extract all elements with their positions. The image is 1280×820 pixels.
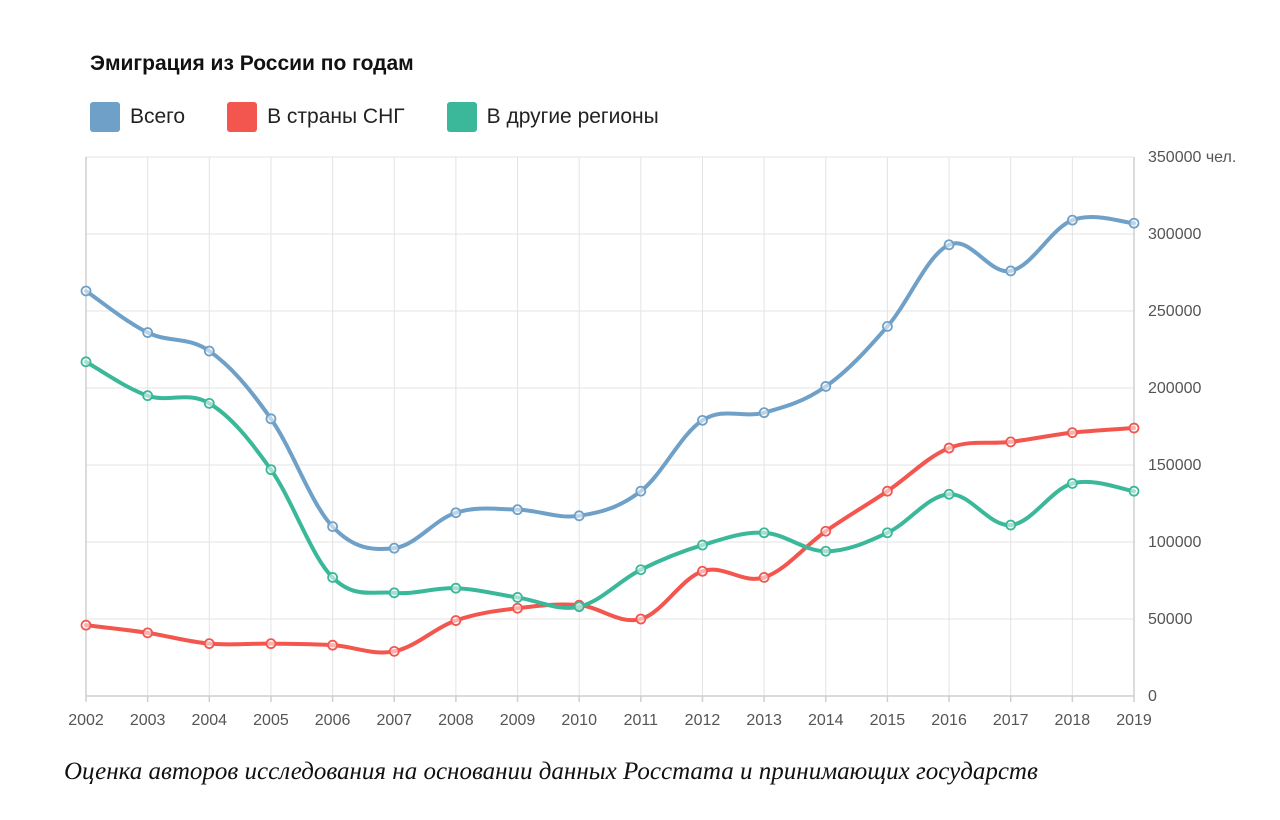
legend-item-total[interactable]: Всего	[90, 102, 185, 132]
data-point-total[interactable]	[758, 407, 770, 419]
data-point-total[interactable]	[512, 504, 523, 516]
x-tick-label: 2008	[438, 712, 474, 729]
data-point-other[interactable]	[512, 592, 523, 603]
data-point-cis[interactable]	[1005, 436, 1017, 448]
data-point-cis[interactable]	[450, 615, 462, 626]
series-line-total	[84, 215, 1136, 552]
x-tick-label: 2019	[1116, 712, 1152, 729]
x-tick-label: 2017	[993, 712, 1029, 729]
legend-swatch-other	[446, 102, 477, 132]
x-tick-label: 2003	[130, 712, 166, 729]
data-point-other[interactable]	[882, 527, 893, 539]
x-tick-label: 2011	[624, 712, 659, 729]
data-point-cis[interactable]	[1128, 422, 1140, 434]
x-tick-label: 2013	[746, 712, 782, 729]
data-point-total[interactable]	[635, 485, 647, 497]
data-point-cis[interactable]	[203, 638, 215, 650]
y-tick-label: 300000	[1148, 226, 1201, 243]
data-point-cis[interactable]	[265, 638, 277, 650]
x-tick-label: 2009	[500, 712, 536, 729]
data-point-other[interactable]	[697, 539, 708, 551]
x-tick-label: 2002	[68, 712, 104, 729]
data-point-total[interactable]	[943, 239, 955, 251]
x-tick-label: 2004	[191, 712, 227, 729]
chart-axes	[85, 157, 1135, 702]
data-point-other[interactable]	[388, 587, 400, 599]
x-tick-label: 2014	[808, 712, 844, 729]
data-point-total[interactable]	[203, 345, 215, 357]
legend-label-other: В другие регионы	[486, 105, 659, 128]
series-line-other	[84, 359, 1136, 610]
data-point-total[interactable]	[388, 542, 400, 554]
data-point-other[interactable]	[758, 527, 770, 539]
data-point-other[interactable]	[265, 464, 277, 476]
data-point-other[interactable]	[573, 601, 585, 613]
data-point-other[interactable]	[142, 390, 154, 402]
data-point-total[interactable]	[265, 413, 277, 425]
y-tick-label: 150000	[1148, 457, 1201, 474]
data-point-other[interactable]	[450, 582, 462, 594]
y-tick-label: 100000	[1148, 534, 1201, 551]
data-point-cis[interactable]	[943, 442, 955, 454]
x-tick-label: 2006	[315, 712, 351, 729]
data-point-other[interactable]	[1128, 485, 1140, 497]
legend-swatch-total	[90, 102, 120, 132]
data-point-cis[interactable]	[820, 525, 832, 537]
data-point-total[interactable]	[327, 521, 338, 532]
x-tick-label: 2016	[931, 712, 967, 729]
data-point-other[interactable]	[1066, 478, 1078, 489]
y-tick-label: 50000	[1148, 611, 1193, 628]
x-tick-label: 2015	[870, 712, 906, 729]
y-tick-label: 250000	[1148, 303, 1201, 320]
legend-swatch-cis	[227, 102, 258, 132]
chart-title: Эмиграция из России по годам	[90, 52, 414, 75]
data-point-cis[interactable]	[388, 645, 400, 657]
data-point-total[interactable]	[1128, 217, 1140, 229]
y-tick-label: 200000	[1148, 380, 1201, 397]
data-point-total[interactable]	[1005, 265, 1017, 277]
data-point-cis[interactable]	[882, 485, 893, 497]
data-point-cis[interactable]	[512, 602, 523, 614]
x-tick-label: 2005	[253, 712, 289, 729]
data-point-total[interactable]	[1066, 214, 1078, 226]
data-point-cis[interactable]	[1066, 427, 1078, 439]
data-point-other[interactable]	[80, 356, 92, 368]
legend-label-cis: В страны СНГ	[267, 105, 405, 128]
data-point-other[interactable]	[820, 545, 832, 557]
chart-legend: Всего В страны СНГ В другие регионы	[90, 102, 701, 132]
x-tick-label: 2018	[1055, 712, 1091, 729]
y-tick-label: 350000 чел.	[1148, 149, 1236, 166]
y-tick-label: 0	[1148, 688, 1157, 705]
legend-item-other[interactable]: В другие регионы	[446, 102, 659, 132]
data-point-other[interactable]	[635, 564, 647, 576]
data-point-other[interactable]	[327, 572, 338, 583]
chart-caption: Оценка авторов исследования на основании…	[64, 758, 1038, 785]
x-tick-label: 2012	[685, 712, 721, 729]
data-point-cis[interactable]	[80, 619, 92, 631]
data-point-other[interactable]	[1005, 519, 1017, 531]
data-point-cis[interactable]	[142, 627, 154, 639]
legend-label-total: Всего	[130, 105, 186, 128]
data-point-total[interactable]	[573, 510, 585, 522]
data-point-cis[interactable]	[758, 572, 770, 583]
data-point-total[interactable]	[882, 320, 893, 332]
data-point-total[interactable]	[142, 327, 154, 338]
x-tick-label: 2010	[561, 712, 597, 729]
data-point-total[interactable]	[697, 414, 708, 426]
data-point-cis[interactable]	[635, 613, 647, 625]
chart-tick-labels: 2002 2003 2004 2005 2006 2007 2008 2009 2010 2011…	[68, 149, 1236, 729]
chart-series	[80, 214, 1140, 657]
data-point-total[interactable]	[820, 381, 832, 392]
data-point-cis[interactable]	[327, 639, 338, 651]
data-point-total[interactable]	[80, 285, 92, 297]
data-point-cis[interactable]	[697, 565, 708, 577]
data-point-other[interactable]	[943, 488, 955, 500]
data-point-other[interactable]	[203, 397, 215, 409]
data-point-total[interactable]	[450, 507, 462, 519]
x-tick-label: 2007	[376, 712, 412, 729]
legend-item-cis[interactable]: В страны СНГ	[227, 102, 405, 132]
